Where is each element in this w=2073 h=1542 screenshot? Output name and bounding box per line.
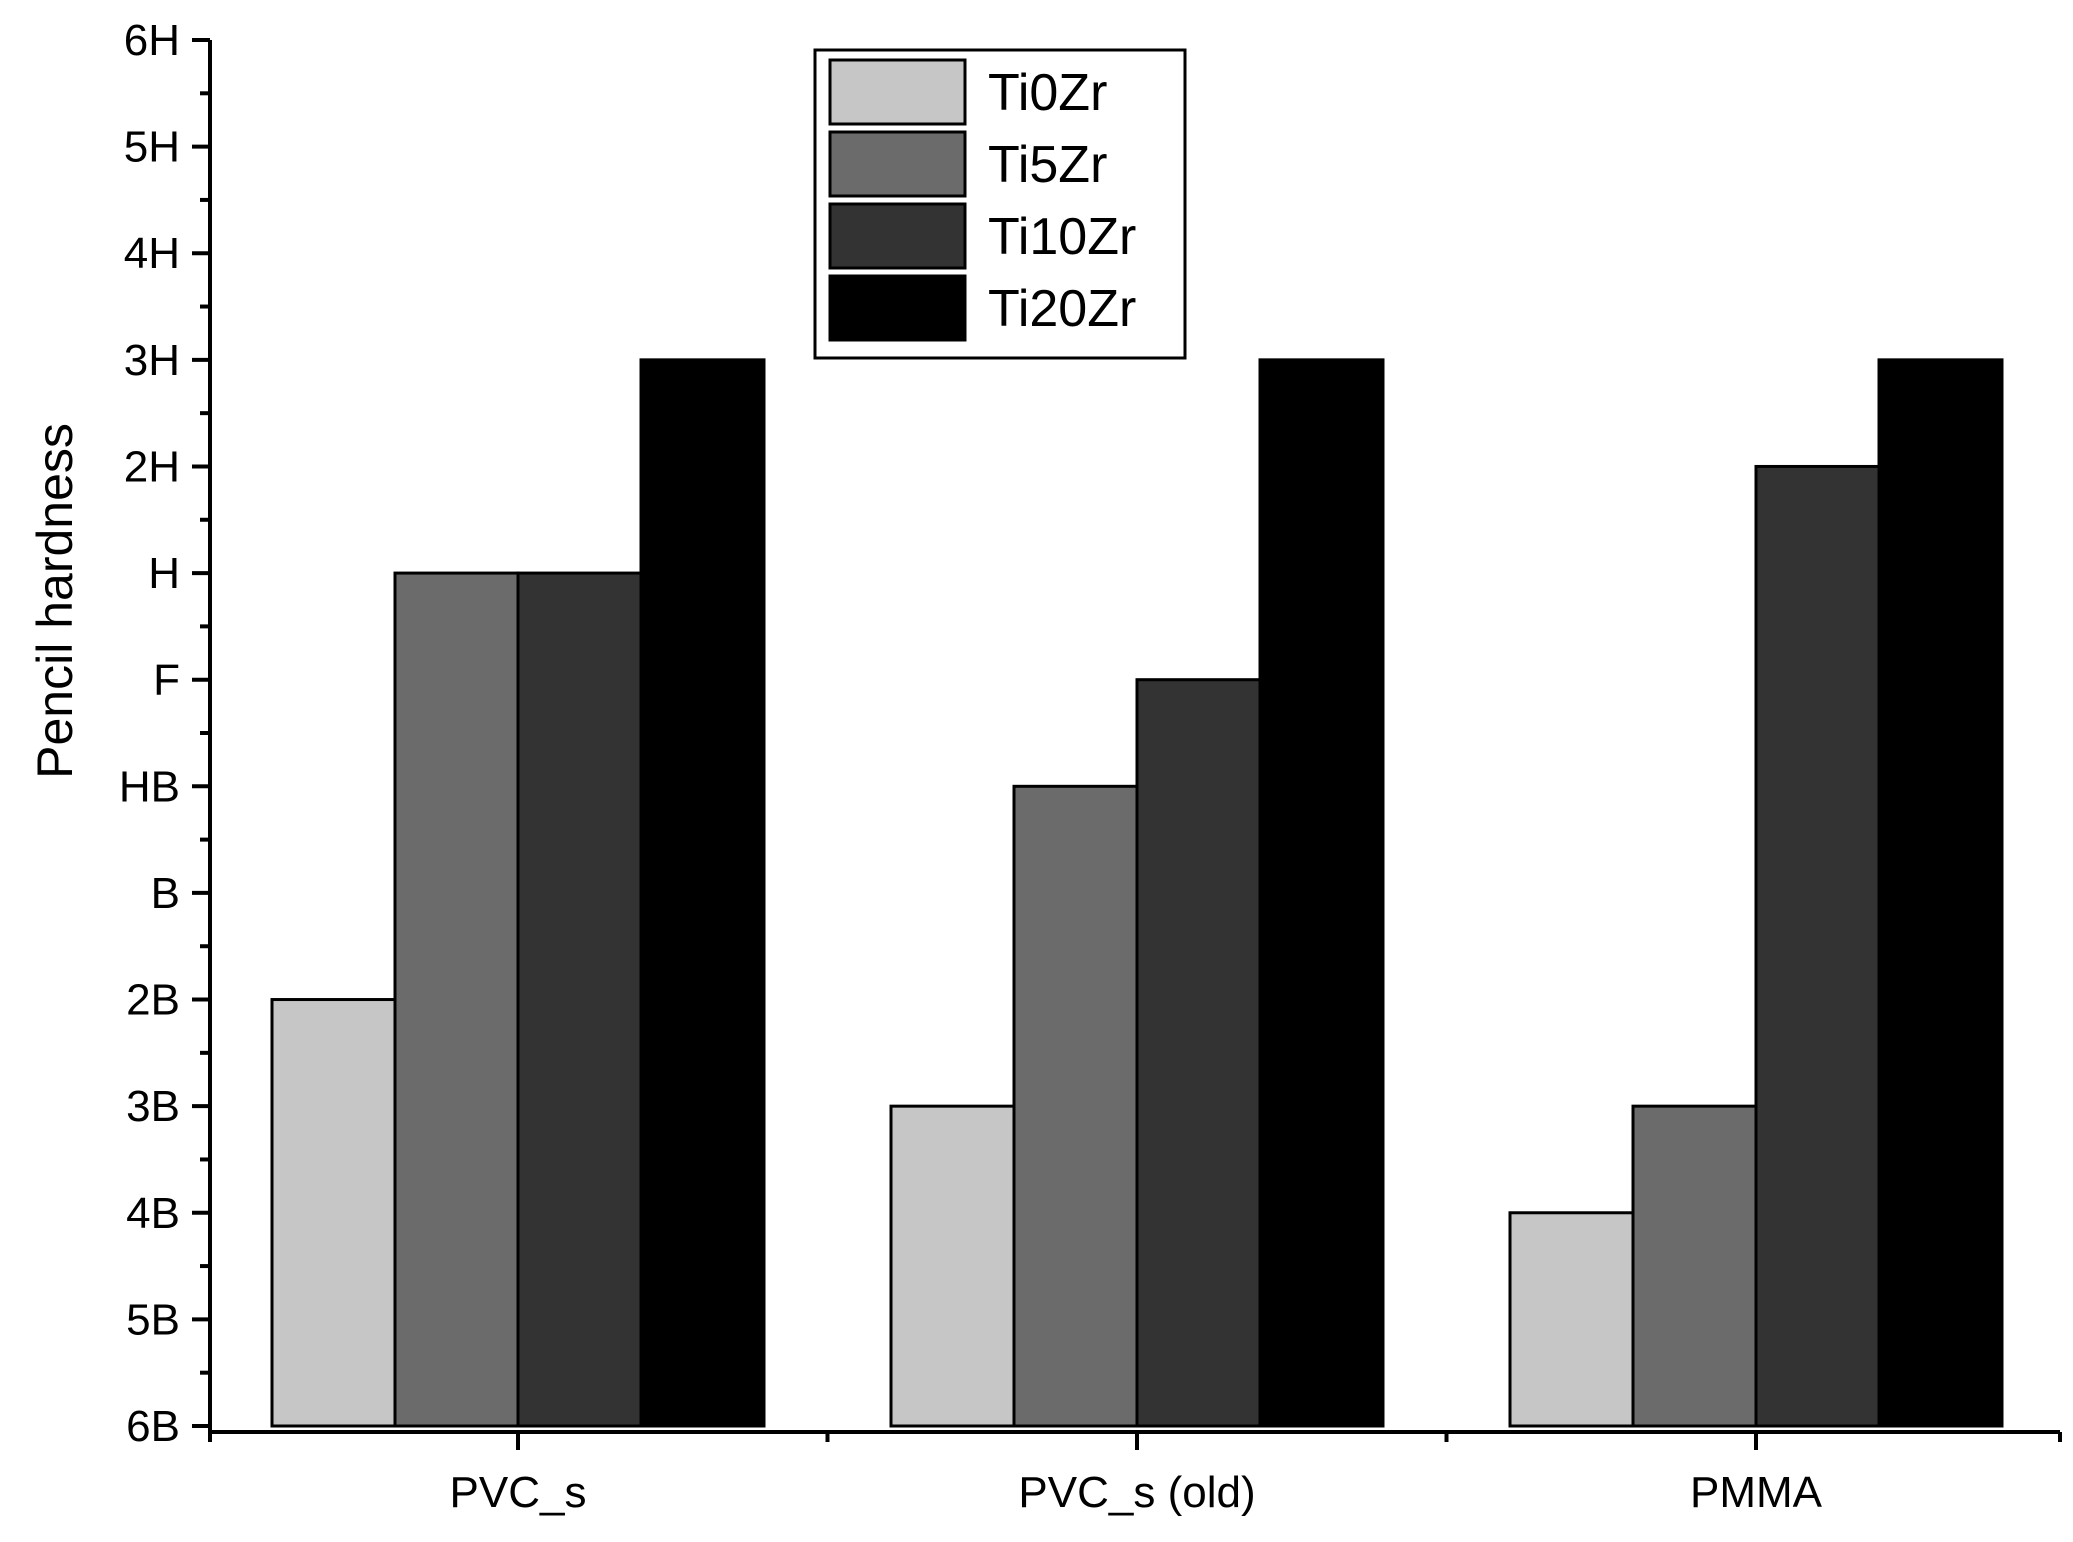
legend-label-ti10zr: Ti10Zr [988,208,1136,266]
y-axis: 6B 5B 4B 3B 2B B HB F H 2H 3H 4H 5H 6H [119,16,212,1451]
x-axis: PVC_s PVC_s (old) PMMA [208,1430,2062,1517]
y-axis-title: Pencil hardness [27,423,83,779]
y-tick-label: 5H [124,123,180,172]
y-tick-label: 6H [124,16,180,65]
y-tick-label: 2H [124,442,180,491]
y-tick-label: 6B [126,1402,180,1451]
bar-ti10zr-2 [1135,678,1262,1428]
legend: Ti0Zr Ti5Zr Ti10Zr Ti20Zr [813,48,1187,360]
bar-ti0zr-1 [270,998,397,1428]
y-tick-label: 3B [126,1082,180,1131]
y-tick-label: 4H [124,229,180,278]
y-tick-label: F [153,656,180,705]
legend-swatch-ti5zr [828,130,967,198]
bar-ti5zr-2 [1012,784,1139,1428]
legend-swatch-ti20zr [828,274,967,342]
bar-ti10zr-1 [516,571,643,1428]
legend-label-ti5zr: Ti5Zr [988,136,1107,194]
x-tick-label: PVC_s (old) [1018,1468,1255,1517]
y-tick-label: 4B [126,1189,180,1238]
bars-group [270,358,2004,1428]
y-tick-label: HB [119,762,180,811]
bar-ti5zr-3 [1631,1104,1758,1428]
x-tick-label: PMMA [1690,1468,1823,1517]
legend-label-ti20zr: Ti20Zr [988,280,1136,338]
bar-ti20zr-1 [639,358,766,1428]
legend-label-ti0zr: Ti0Zr [988,64,1107,122]
y-tick-label: H [148,549,180,598]
bar-ti20zr-2 [1258,358,1385,1428]
x-tick-label: PVC_s [450,1468,587,1517]
y-tick-label: 2B [126,976,180,1025]
bar-ti0zr-2 [889,1104,1016,1428]
bar-ti0zr-3 [1508,1211,1635,1428]
bar-ti20zr-3 [1877,358,2004,1428]
y-tick-label: 3H [124,336,180,385]
y-tick-label: 5B [126,1295,180,1344]
y-tick-label: B [151,869,180,918]
bar-ti5zr-1 [393,571,520,1428]
legend-swatch-ti10zr [828,202,967,270]
legend-swatch-ti0zr [828,58,967,126]
bar-ti10zr-3 [1754,464,1881,1428]
